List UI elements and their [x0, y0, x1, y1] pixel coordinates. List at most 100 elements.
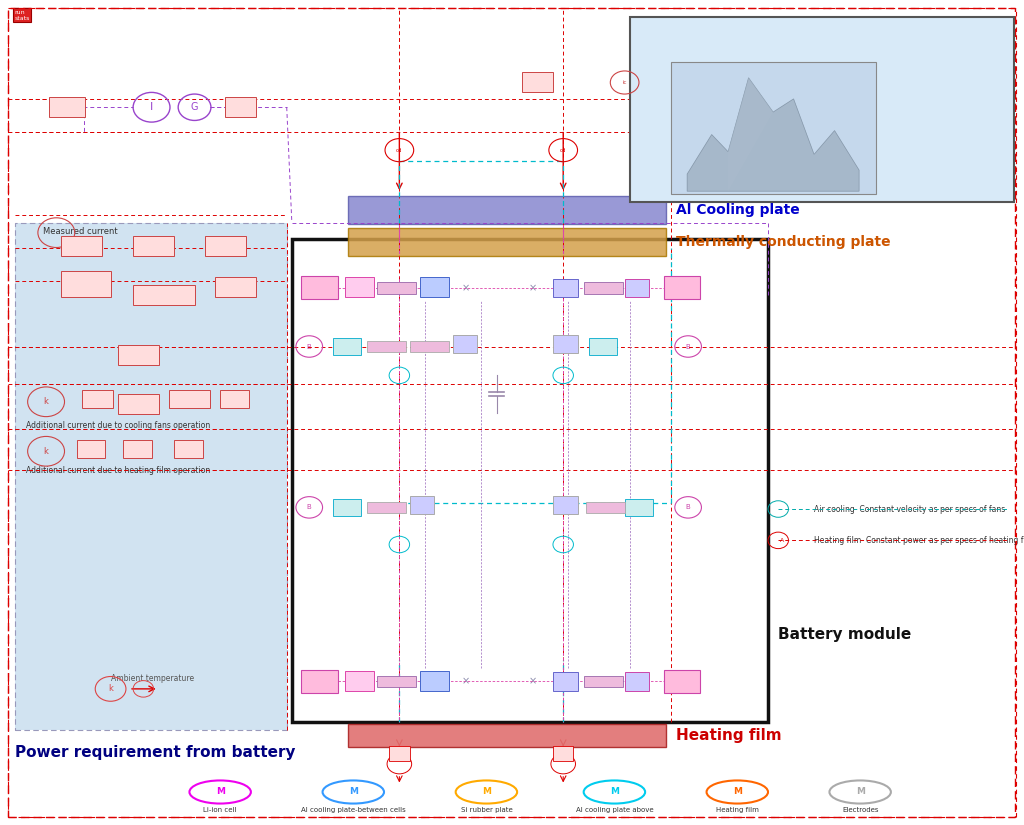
Bar — [584, 282, 623, 294]
Text: Al cooling plate above: Al cooling plate above — [575, 807, 653, 813]
Bar — [584, 676, 623, 687]
Text: Additional current due to cooling fans operation: Additional current due to cooling fans o… — [26, 422, 210, 430]
Text: JD: JD — [562, 285, 568, 290]
Bar — [61, 236, 102, 256]
Bar — [553, 335, 578, 353]
Text: Heating film  Constant power as per specs of heating film: Heating film Constant power as per specs… — [814, 536, 1024, 544]
Text: M: M — [733, 788, 741, 796]
Text: ic: ic — [623, 80, 627, 85]
Bar — [377, 676, 416, 687]
Bar — [553, 279, 578, 297]
Bar — [49, 97, 85, 117]
Text: M: M — [856, 788, 864, 796]
Text: Cb: Cb — [431, 285, 437, 290]
Bar — [345, 277, 374, 297]
Text: ×: × — [528, 676, 537, 686]
Bar — [389, 746, 410, 761]
Text: Heating film: Heating film — [716, 807, 759, 813]
Text: ×: × — [528, 283, 537, 293]
Bar — [377, 282, 416, 294]
Text: B: B — [686, 504, 690, 511]
Bar — [664, 276, 700, 299]
Text: Cl: Cl — [357, 285, 361, 290]
Text: I: I — [150, 102, 154, 112]
Bar — [123, 440, 152, 458]
Text: cd: cd — [396, 148, 402, 153]
Text: B: B — [307, 504, 311, 511]
Text: Additional current due to heating film operation: Additional current due to heating film o… — [26, 466, 210, 474]
Text: JD: JD — [634, 679, 640, 684]
Text: JD: JD — [562, 502, 568, 507]
Bar — [625, 279, 649, 297]
Text: B: B — [307, 343, 311, 350]
Text: JD: JD — [419, 502, 425, 507]
Bar — [77, 440, 105, 458]
Text: JD: JD — [634, 285, 640, 290]
Bar — [664, 670, 700, 693]
Text: cd: cd — [560, 148, 566, 153]
Bar — [553, 746, 573, 761]
Bar — [625, 499, 653, 516]
Text: Cl: Cl — [357, 678, 361, 683]
Text: ×: × — [462, 676, 470, 686]
Text: run
stats: run stats — [14, 10, 30, 21]
Bar — [15, 223, 287, 730]
Text: Air cooling  Constant velocity as per specs of fans: Air cooling Constant velocity as per spe… — [814, 505, 1006, 513]
Bar — [420, 277, 449, 297]
Text: Ambient temperature: Ambient temperature — [111, 674, 194, 682]
Bar — [292, 239, 768, 722]
Text: Al Cooling plate: Al Cooling plate — [676, 203, 800, 217]
Bar — [522, 72, 553, 92]
Bar — [553, 496, 578, 514]
Text: k: k — [109, 685, 113, 693]
Text: Al cooling plate-between cells: Al cooling plate-between cells — [301, 807, 406, 813]
Text: TAB: TAB — [314, 285, 325, 290]
Text: M: M — [482, 788, 490, 796]
Bar — [205, 236, 246, 256]
Text: JD: JD — [562, 342, 568, 346]
Bar — [301, 276, 338, 299]
Bar — [301, 670, 338, 693]
Text: M: M — [349, 788, 357, 796]
Bar — [410, 496, 434, 514]
Bar — [586, 502, 625, 513]
Text: Cb: Cb — [431, 678, 437, 683]
Bar — [345, 671, 374, 691]
Bar — [453, 335, 477, 353]
Bar — [220, 390, 249, 408]
Bar — [133, 285, 195, 305]
Text: M: M — [610, 788, 618, 796]
Polygon shape — [728, 78, 773, 191]
Text: Thermally conducting plate: Thermally conducting plate — [676, 235, 891, 248]
Bar — [82, 390, 113, 408]
Bar — [333, 338, 361, 355]
Bar — [169, 390, 210, 408]
Bar — [625, 672, 649, 691]
Text: Simulink® slave model
(SL2Amecosim): Simulink® slave model (SL2Amecosim) — [708, 163, 839, 184]
Bar — [410, 341, 449, 352]
Bar — [589, 338, 617, 355]
Bar — [671, 62, 876, 194]
Text: Si rubber plate: Si rubber plate — [461, 807, 512, 813]
Text: k: k — [44, 447, 48, 455]
Bar — [348, 724, 666, 747]
Polygon shape — [687, 78, 859, 191]
Text: BAT: BAT — [677, 679, 687, 684]
Text: Battery module: Battery module — [778, 627, 911, 643]
Text: Electrodes: Electrodes — [842, 807, 879, 813]
Text: G: G — [190, 102, 199, 112]
Text: Heating film: Heating film — [676, 728, 781, 742]
Text: BAT: BAT — [677, 285, 687, 290]
Text: Li-ion cell: Li-ion cell — [204, 807, 237, 813]
Bar — [174, 440, 203, 458]
Text: JD: JD — [562, 679, 568, 684]
Bar — [348, 228, 666, 256]
Bar — [367, 341, 406, 352]
Text: JD: JD — [462, 342, 468, 346]
Text: M: M — [216, 788, 224, 796]
Text: Measured current: Measured current — [43, 227, 118, 235]
Text: Temperature control algorithm: Temperature control algorithm — [677, 25, 967, 43]
Text: B: B — [686, 343, 690, 350]
Bar — [630, 16, 1014, 202]
Bar — [348, 196, 666, 224]
